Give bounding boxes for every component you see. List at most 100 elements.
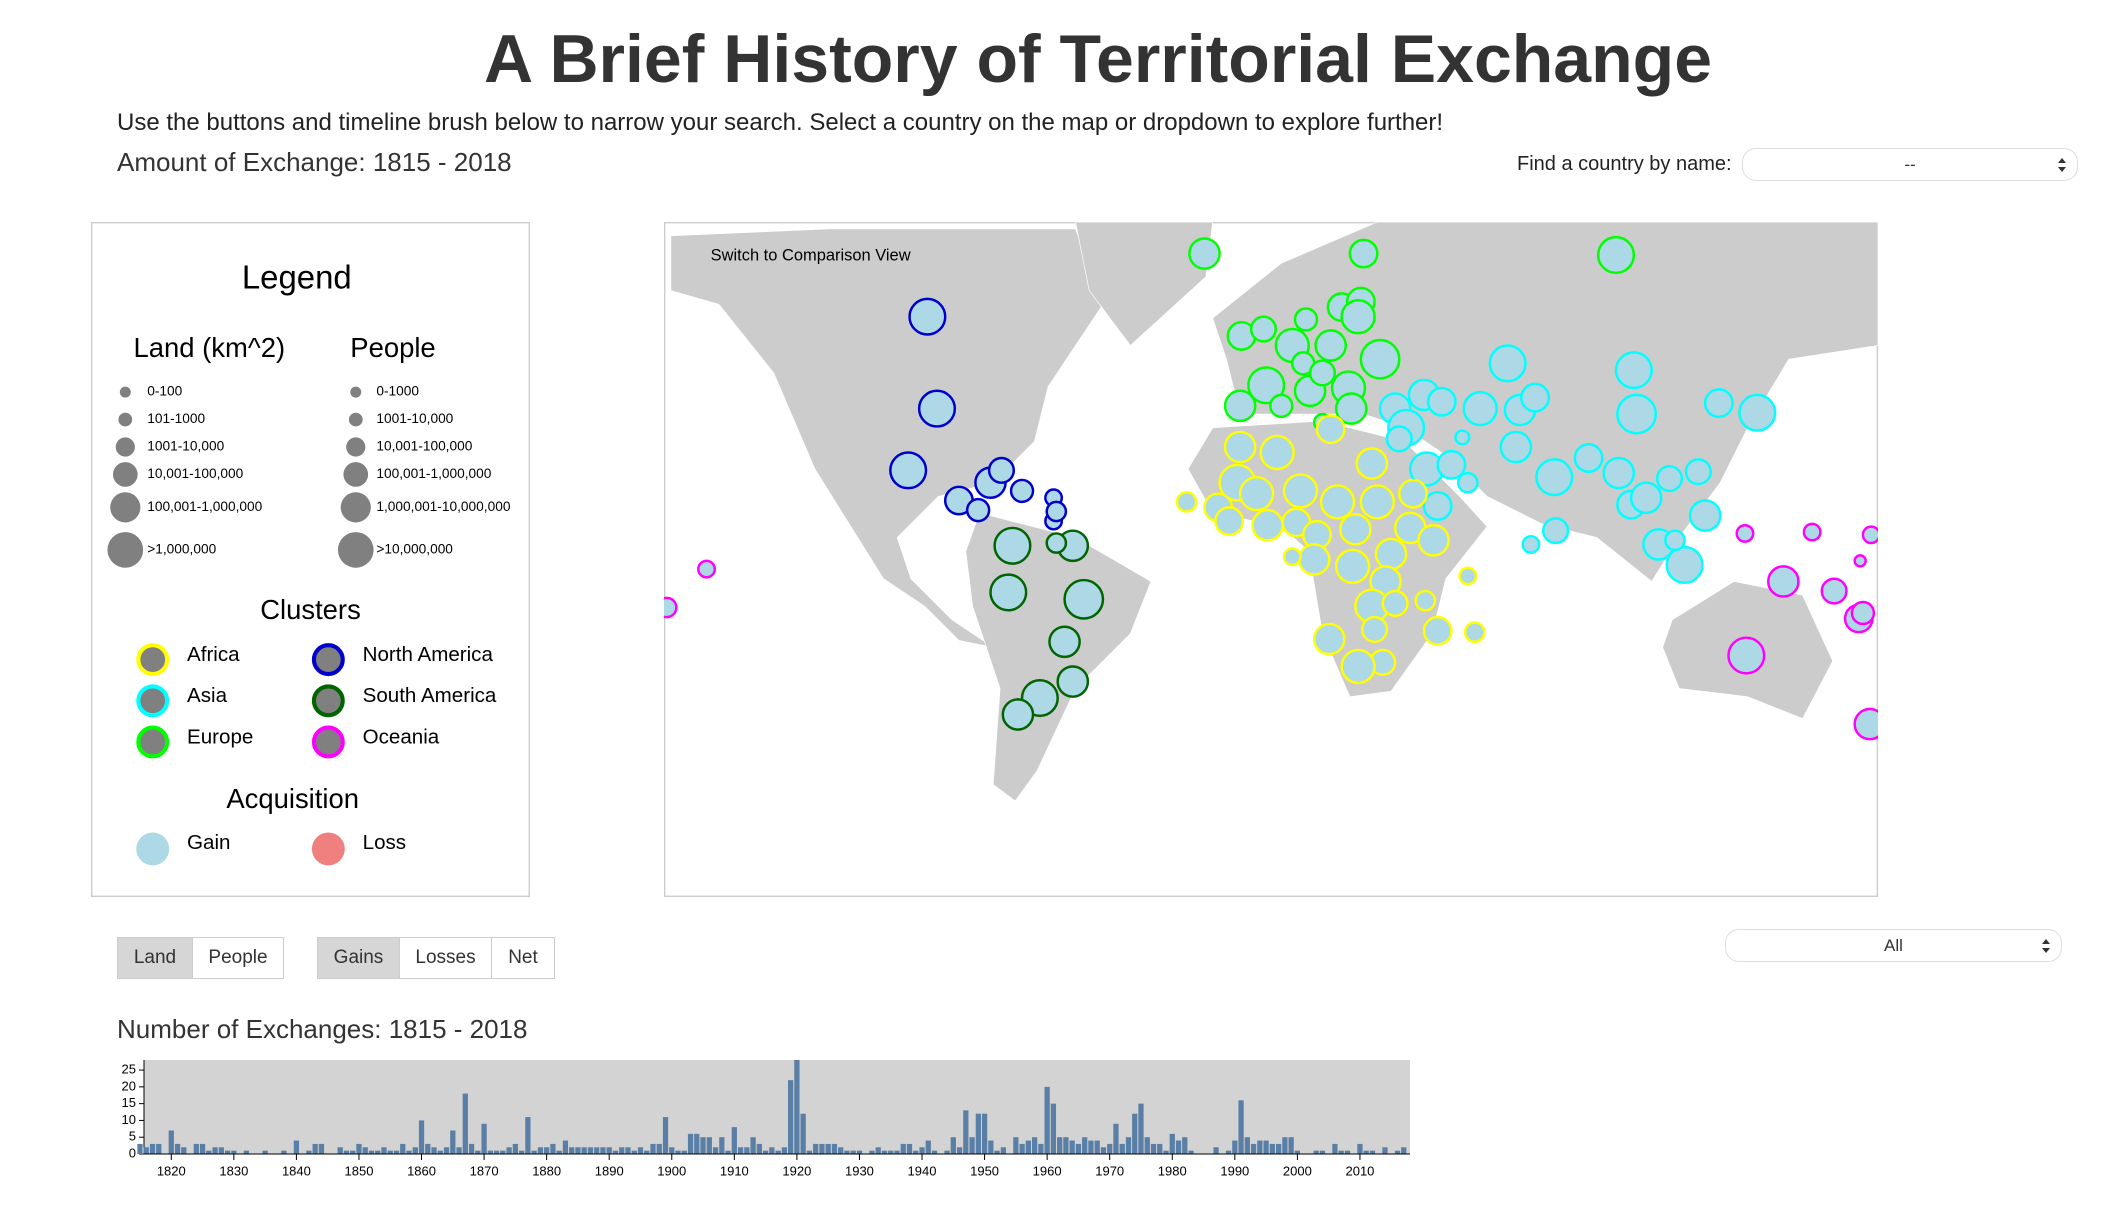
territory-marker xyxy=(1462,390,1498,427)
net-button[interactable]: Net xyxy=(491,937,555,979)
bar xyxy=(368,1150,375,1154)
bar xyxy=(1250,1143,1257,1154)
bar xyxy=(625,1147,631,1154)
bar xyxy=(687,1133,694,1154)
x-tick-label: 1960 xyxy=(1033,1163,1062,1178)
x-tick-label: 1830 xyxy=(219,1163,248,1178)
territory-marker xyxy=(1602,456,1636,490)
bar xyxy=(794,1060,800,1154)
territory-marker xyxy=(1293,307,1319,332)
size-swatch xyxy=(118,412,133,427)
bar xyxy=(1213,1147,1219,1154)
bar xyxy=(637,1147,644,1154)
territory-marker xyxy=(1001,698,1035,731)
bar xyxy=(769,1147,775,1154)
territory-marker xyxy=(1688,499,1722,532)
bar xyxy=(575,1147,581,1154)
bar xyxy=(137,1143,143,1154)
size-swatch xyxy=(110,492,141,523)
bar xyxy=(181,1147,187,1154)
view-toggle[interactable]: Switch to Comparison View xyxy=(711,247,911,265)
x-tick-label: 1910 xyxy=(720,1163,749,1178)
bar xyxy=(712,1147,719,1154)
territory-marker xyxy=(1665,545,1704,585)
bar xyxy=(1119,1143,1125,1154)
territory-marker xyxy=(1340,299,1376,335)
bar xyxy=(1157,1143,1163,1154)
cluster-swatch xyxy=(311,684,345,718)
bar xyxy=(644,1150,650,1154)
bar xyxy=(781,1147,788,1154)
bar xyxy=(500,1150,506,1154)
bar xyxy=(906,1143,913,1154)
bar xyxy=(462,1093,468,1154)
territory-marker xyxy=(1355,447,1389,480)
territory-marker xyxy=(1312,622,1346,656)
size-swatch xyxy=(348,412,363,427)
bar xyxy=(387,1150,393,1154)
bar xyxy=(1401,1147,1407,1154)
cluster-label: Africa xyxy=(187,643,240,666)
bar xyxy=(569,1147,575,1154)
territory-marker xyxy=(1454,429,1471,446)
bar xyxy=(988,1140,994,1154)
territory-marker xyxy=(1282,547,1302,567)
x-tick-label: 2010 xyxy=(1345,1163,1374,1178)
territory-marker xyxy=(1457,471,1479,494)
bar xyxy=(1088,1140,1094,1154)
bar xyxy=(443,1147,450,1154)
bar xyxy=(1282,1137,1288,1154)
bar xyxy=(975,1113,981,1154)
territory-marker xyxy=(1426,386,1457,417)
bar xyxy=(750,1137,756,1154)
size-label: 0-100 xyxy=(147,384,182,399)
bar xyxy=(1069,1140,1075,1154)
bar xyxy=(619,1147,625,1154)
people-title: People xyxy=(350,332,435,363)
bar xyxy=(888,1150,894,1154)
bar xyxy=(1044,1086,1050,1154)
bar xyxy=(594,1147,600,1154)
territory-marker xyxy=(1223,430,1257,464)
bar xyxy=(1244,1137,1250,1154)
territory-marker xyxy=(889,451,928,490)
territory-marker xyxy=(1359,484,1396,520)
size-swatch xyxy=(119,386,131,398)
legend: Legend Land (km^2) People 0-100 101-1000 1001… xyxy=(91,222,530,897)
bar xyxy=(1138,1103,1144,1154)
select-value: All xyxy=(1884,935,1903,955)
bar xyxy=(456,1147,462,1154)
territory-marker xyxy=(1009,478,1035,504)
bar xyxy=(963,1110,969,1154)
territory-marker xyxy=(1315,414,1346,445)
bar xyxy=(1175,1140,1182,1154)
territory-marker xyxy=(917,389,957,428)
bar xyxy=(362,1147,368,1154)
country-select[interactable]: -- xyxy=(1742,148,2078,181)
select-value: -- xyxy=(1904,154,1916,174)
bar xyxy=(1144,1137,1150,1154)
bar xyxy=(493,1150,500,1154)
cluster-label: North America xyxy=(363,643,494,666)
bar xyxy=(662,1117,669,1154)
region-select[interactable]: All xyxy=(1725,929,2062,962)
x-tick-label: 1840 xyxy=(282,1163,311,1178)
bar xyxy=(675,1150,681,1154)
x-tick-label: 1820 xyxy=(157,1163,186,1178)
bar xyxy=(744,1147,750,1154)
bar xyxy=(1382,1147,1388,1154)
land-button[interactable]: Land xyxy=(117,937,193,979)
bar xyxy=(1000,1147,1006,1154)
gains-button[interactable]: Gains xyxy=(317,937,400,979)
acquisition-title: Acquisition xyxy=(226,783,359,814)
people-button[interactable]: People xyxy=(192,937,284,979)
bar xyxy=(318,1143,325,1154)
territory-marker xyxy=(1314,329,1347,362)
bar xyxy=(199,1143,206,1154)
bar xyxy=(656,1143,662,1154)
bar xyxy=(650,1143,656,1154)
bar xyxy=(994,1150,1000,1154)
cluster-swatch xyxy=(136,684,170,718)
territory-markers xyxy=(664,235,1878,741)
bar xyxy=(562,1140,569,1154)
